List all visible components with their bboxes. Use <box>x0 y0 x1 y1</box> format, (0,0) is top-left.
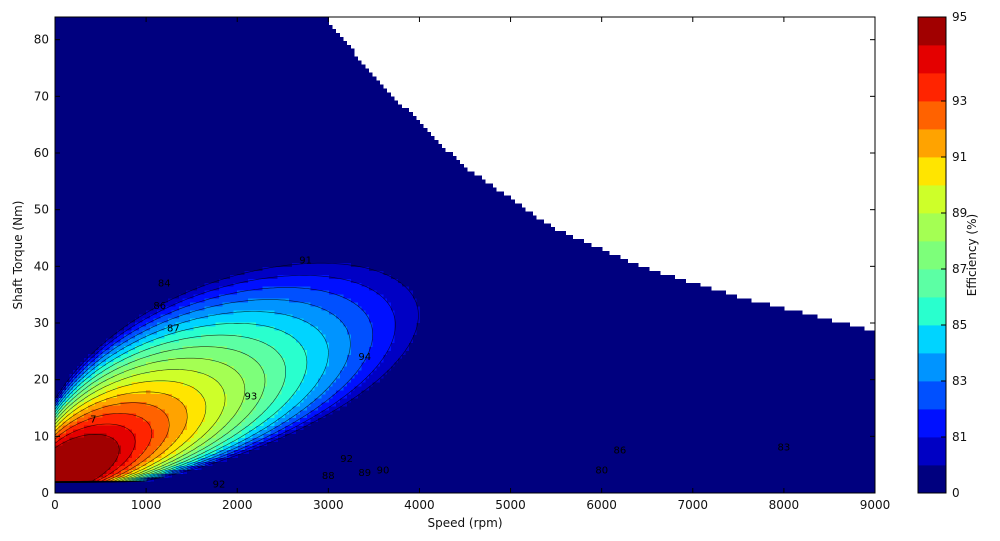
contour-band-0 <box>55 17 875 493</box>
x-tick-label: 4000 <box>404 498 435 512</box>
x-tick-label: 9000 <box>860 498 891 512</box>
y-tick-label: 80 <box>34 33 49 47</box>
colorbar-band-84 <box>918 325 946 354</box>
y-tick-label: 60 <box>34 146 49 160</box>
contour-label: 87 <box>167 324 180 335</box>
y-axis-title: Shaft Torque (Nm) <box>11 201 25 310</box>
plot-area <box>55 17 875 493</box>
contour-band-84 <box>55 310 329 482</box>
y-tick-label: 0 <box>41 486 49 500</box>
contour-band-80 <box>58 262 420 482</box>
contour-label: 92 <box>340 454 353 465</box>
colorbar-title: Efficiency (%) <box>965 214 979 296</box>
colorbar-band-0 <box>918 465 946 494</box>
contour-label: 94 <box>358 352 371 363</box>
colorbar-tick-label: 83 <box>952 374 967 388</box>
x-tick-label: 7000 <box>678 498 709 512</box>
contour-label: 89 <box>358 468 371 479</box>
colorbar-band-83 <box>918 353 946 382</box>
x-tick-label: 3000 <box>313 498 344 512</box>
colorbar-tick-label: 95 <box>952 10 967 24</box>
colorbar-band-81 <box>918 409 946 438</box>
contour-label: 7 <box>90 414 96 425</box>
contour-label: 90 <box>377 465 390 476</box>
colorbar-band-94 <box>918 45 946 74</box>
contour-band-86 <box>55 334 286 482</box>
contour-band-90 <box>55 381 205 482</box>
contour-label: 83 <box>778 443 791 454</box>
contour-lines <box>55 262 419 483</box>
y-axis: 0 10 20 30 40 50 60 70 80 <box>34 33 875 500</box>
colorbar-tick-label: 81 <box>952 430 967 444</box>
contour-label: 86 <box>153 301 166 312</box>
colorbar-tick-label: 87 <box>952 262 967 276</box>
x-tick-label: 1000 <box>131 498 162 512</box>
contour-label: 84 <box>158 278 171 289</box>
contour-label: 80 <box>595 465 608 476</box>
x-tick-label: 5000 <box>495 498 526 512</box>
colorbar-band-82 <box>918 381 946 410</box>
contour-line-95 <box>55 434 120 482</box>
contour-label: 92 <box>213 480 226 491</box>
y-tick-label: 30 <box>34 316 49 330</box>
y-tick-label: 20 <box>34 373 49 387</box>
x-tick-label: 8000 <box>769 498 800 512</box>
contour-band-95 <box>55 433 122 482</box>
colorbar-ticks: 0 81 83 85 87 89 91 93 95 <box>941 10 967 500</box>
x-axis: 0 1000 2000 3000 4000 5000 6000 7000 8000 9000 <box>51 17 890 512</box>
colorbar-tick-label: 91 <box>952 150 967 164</box>
contour-fills <box>55 17 875 493</box>
colorbar-band-80 <box>918 437 946 466</box>
colorbar-band-91 <box>918 129 946 158</box>
contour-label: 93 <box>245 392 258 403</box>
colorbar <box>918 17 946 494</box>
x-axis-title: Speed (rpm) <box>427 516 502 530</box>
x-tick-label: 6000 <box>586 498 617 512</box>
colorbar-band-92 <box>918 101 946 130</box>
contour-band-94 <box>55 425 136 482</box>
colorbar-band-90 <box>918 157 946 186</box>
colorbar-band-89 <box>918 185 946 214</box>
colorbar-tick-label: 85 <box>952 318 967 332</box>
contour-label: 88 <box>322 471 335 482</box>
colorbar-band-87 <box>918 241 946 270</box>
colorbar-frame <box>917 16 947 494</box>
colorbar-band-86 <box>918 269 946 298</box>
y-tick-label: 70 <box>34 89 49 103</box>
y-tick-label: 40 <box>34 259 49 273</box>
contour-band-82 <box>55 286 373 478</box>
y-tick-label: 10 <box>34 429 49 443</box>
contour-labels: 94 93 92 92 91 90 89 88 87 86 86 84 83 80 7 <box>90 256 790 491</box>
colorbar-band-85 <box>918 297 946 326</box>
x-tick-label: 2000 <box>222 498 253 512</box>
colorbar-tick-label: 89 <box>952 206 967 220</box>
plot-frame <box>54 16 876 494</box>
colorbar-band-95 <box>918 17 946 46</box>
contour-label: 86 <box>614 446 627 457</box>
x-tick-label: 0 <box>51 498 59 512</box>
colorbar-tick-label: 0 <box>952 486 960 500</box>
y-tick-label: 50 <box>34 203 49 217</box>
contour-label: 91 <box>299 256 312 267</box>
colorbar-band-93 <box>918 73 946 102</box>
colorbar-tick-label: 93 <box>952 94 967 108</box>
contour-band-93 <box>55 413 154 482</box>
colorbar-band-88 <box>918 213 946 242</box>
contour-band-87 <box>58 346 267 482</box>
